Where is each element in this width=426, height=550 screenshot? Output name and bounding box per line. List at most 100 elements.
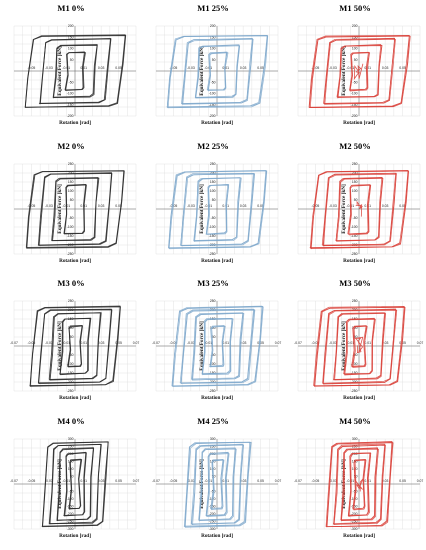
x-tick-label: 0.03: [240, 203, 247, 207]
hysteresis-loop: [322, 309, 398, 385]
hysteresis-loop: [63, 451, 87, 516]
x-tick-label: -0.03: [45, 203, 53, 207]
chart-title: M1 50%: [339, 3, 370, 13]
x-axis-label: Rotation [rad]: [59, 120, 91, 126]
y-tick-label: -200: [351, 512, 358, 516]
hysteresis-loop: [206, 452, 230, 517]
x-tick-label: -0.01: [346, 341, 354, 345]
hysteresis-loop: [183, 441, 251, 527]
y-tick-label: -250: [351, 519, 358, 523]
hysteresis-loop: [207, 52, 229, 92]
y-tick-label: 150: [210, 180, 216, 184]
hysteresis-loop: [209, 325, 225, 367]
y-tick-label: -50: [69, 80, 74, 84]
y-tick-label: -250: [67, 389, 74, 393]
x-tick-label: -0.05: [28, 478, 36, 482]
x-tick-label: -0.03: [187, 341, 195, 345]
y-tick-label: -100: [351, 225, 358, 229]
chart-panel: M4 50% -0.07 -0.05 -0.03 -0.01 0.01 0.03 0.05 0.…: [284, 413, 426, 550]
x-tick-label: -0.01: [62, 341, 70, 345]
hysteresis-loop: [26, 169, 125, 249]
x-tick-label: 0.01: [80, 66, 87, 70]
x-tick-label: 0.05: [257, 66, 264, 70]
y-tick-label: 100: [210, 189, 216, 193]
hysteresis-loop: [348, 452, 372, 517]
x-axis-label: Rotation [rad]: [201, 120, 233, 126]
y-tick-label: 150: [68, 180, 74, 184]
x-tick-label: -0.07: [152, 478, 160, 482]
x-tick-label: -0.01: [346, 66, 354, 70]
x-axis-label: Rotation [rad]: [343, 533, 375, 539]
y-tick-label: -100: [67, 362, 74, 366]
y-tick-label: -300: [67, 527, 74, 531]
x-axis-label: Rotation [rad]: [59, 258, 91, 264]
y-axis-label: Equivalent Force [kN]: [199, 183, 205, 233]
chart-title: M4 50%: [339, 416, 370, 426]
y-tick-label: 250: [352, 162, 358, 166]
y-tick-label: 50: [212, 335, 216, 339]
y-tick-label: -100: [209, 362, 216, 366]
hysteresis-loop: [351, 325, 367, 368]
y-tick-label: 250: [68, 444, 74, 448]
x-tick-label: -0.05: [28, 341, 36, 345]
hysteresis-loop: [351, 325, 367, 367]
y-tick-label: 250: [68, 299, 74, 303]
hysteresis-loop: [180, 172, 255, 246]
y-tick-label: 50: [212, 198, 216, 202]
chart-panel: M3 50% -0.07 -0.05 -0.03 -0.01 0.01 0.03 0.05 0.…: [284, 275, 426, 413]
y-tick-label: 250: [210, 162, 216, 166]
hysteresis-loop: [48, 312, 101, 380]
hysteresis-loop: [347, 451, 371, 516]
x-tick-label: 0.03: [240, 341, 247, 345]
y-tick-label: 100: [210, 47, 216, 51]
y-tick-label: -200: [351, 114, 358, 118]
y-tick-label: 50: [70, 58, 74, 62]
hysteresis-core-trace: [355, 200, 364, 217]
x-tick-label: -0.03: [329, 66, 337, 70]
chart-panel: M1 50% -0.05 -0.03 -0.01 0.01 0.03 0.05 200 150 1…: [284, 0, 426, 138]
hysteresis-loop: [56, 447, 95, 521]
x-tick-label: -0.07: [10, 341, 18, 345]
y-tick-label: -250: [67, 252, 74, 256]
x-tick-label: -0.05: [312, 341, 320, 345]
hysteresis-loop: [202, 318, 234, 376]
y-tick-label: -250: [209, 519, 216, 523]
x-tick-label: 0.05: [399, 66, 406, 70]
x-axis-label: Rotation [rad]: [343, 395, 375, 401]
chart-title: M3 25%: [197, 278, 228, 288]
chart-panel: M2 0% -0.05 -0.03 -0.01 0.01 0.03 0.05 250 200 15…: [0, 138, 142, 276]
hysteresis-loop: [51, 176, 99, 241]
hysteresis-loop: [308, 34, 410, 108]
hysteresis-loop: [166, 35, 268, 108]
x-tick-label: 0.03: [240, 478, 247, 482]
hysteresis-loop: [38, 309, 113, 385]
x-tick-label: -0.03: [45, 341, 53, 345]
hysteresis-loop: [29, 306, 121, 387]
y-tick-label: 250: [352, 299, 358, 303]
x-tick-label: -0.07: [10, 478, 18, 482]
y-axis-label: Equivalent Force [kN]: [57, 321, 63, 371]
y-tick-label: -150: [209, 234, 216, 238]
x-tick-label: -0.01: [62, 66, 70, 70]
hysteresis-core-trace: [354, 336, 364, 354]
y-tick-label: -250: [67, 519, 74, 523]
hysteresis-loop: [201, 318, 234, 375]
hysteresis-loop: [180, 309, 256, 384]
y-axis-label: Equivalent Force [kN]: [341, 183, 347, 233]
hysteresis-loop: [210, 458, 224, 509]
hysteresis-loop: [192, 312, 245, 381]
y-tick-label: 250: [352, 444, 358, 448]
y-tick-label: 100: [352, 47, 358, 51]
x-axis-label: Rotation [rad]: [343, 258, 375, 264]
chart-title: M3 0%: [57, 278, 84, 288]
x-tick-label: 0.05: [115, 203, 122, 207]
chart-svg: M3 0% -0.07 -0.05 -0.03 -0.01 0.01 0.03 0.05 0.0…: [10, 278, 139, 401]
x-tick-label: 0.03: [382, 341, 389, 345]
y-tick-label: 150: [210, 35, 216, 39]
x-tick-label: 0.07: [133, 478, 140, 482]
hysteresis-loop: [39, 38, 112, 105]
x-axis-label: Rotation [rad]: [343, 120, 375, 126]
y-tick-label: -100: [67, 225, 74, 229]
x-tick-label: -0.03: [187, 478, 195, 482]
